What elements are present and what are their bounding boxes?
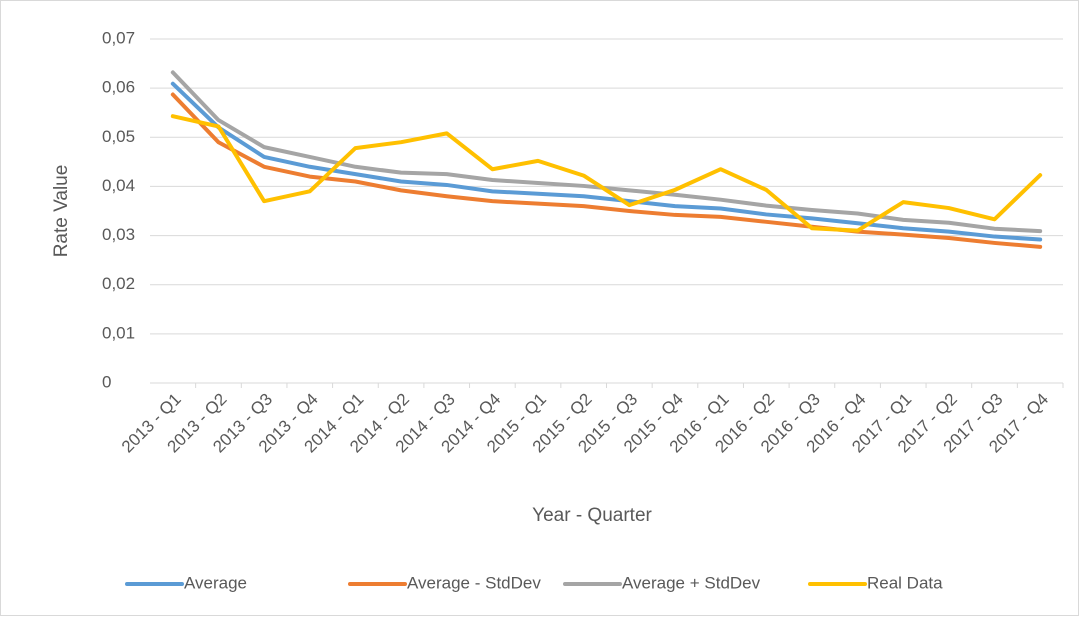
legend-label: Real Data [867,573,943,592]
series-line [170,92,1043,249]
y-axis-title: Rate Value [51,165,72,258]
legend-label: Average [184,573,247,592]
series-line [170,114,1043,233]
y-tick-label: 0,03 [102,225,135,244]
y-tick-label: 0,02 [102,274,135,293]
legend-label: Average - StdDev [407,573,541,592]
series-line [170,81,1043,242]
legend-label: Average + StdDev [622,573,761,592]
y-tick-label: 0,04 [102,176,135,195]
y-tick-label: 0,07 [102,28,135,47]
y-tick-label: 0,01 [102,323,135,342]
y-tick-label: 0 [102,372,111,391]
x-axis-title: Year - Quarter [532,505,652,526]
y-tick-label: 0,06 [102,78,135,97]
y-tick-label: 0,05 [102,127,135,146]
